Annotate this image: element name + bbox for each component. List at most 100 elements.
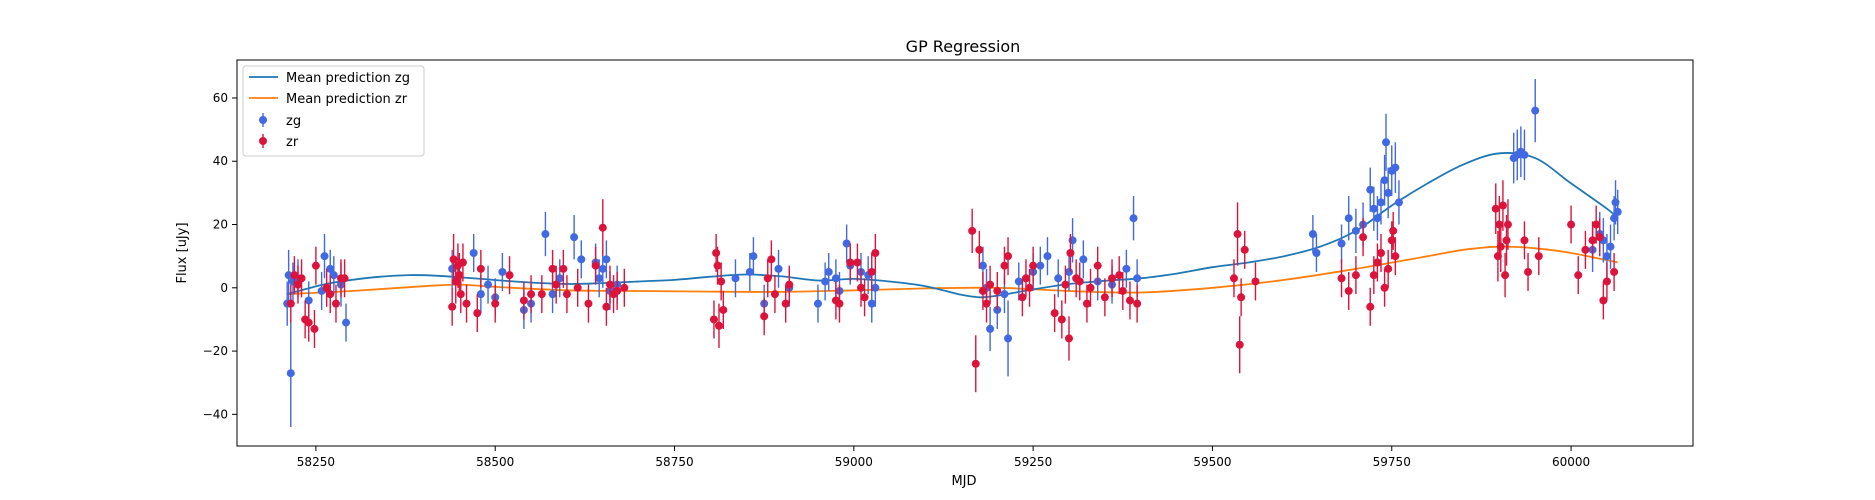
zg-point: [555, 274, 564, 283]
y-tick-label: −20: [203, 344, 228, 358]
zg-point: [595, 274, 604, 283]
zr-point: [605, 280, 614, 289]
zr-point: [1004, 252, 1013, 261]
zr-point: [1602, 277, 1611, 286]
zr-point: [860, 293, 869, 302]
x-tick-label: 58750: [655, 455, 693, 469]
zg-point: [1036, 261, 1045, 270]
zg-point: [1344, 214, 1353, 223]
zr-point: [573, 283, 582, 292]
zr-point: [462, 299, 471, 308]
zr-point: [1387, 236, 1396, 245]
zr-point: [548, 264, 557, 273]
zr-point: [476, 264, 485, 273]
zr-point: [1018, 293, 1027, 302]
zr-point: [584, 299, 593, 308]
zg-point: [484, 280, 493, 289]
zr-point: [304, 318, 313, 327]
zr-point: [986, 280, 995, 289]
zr-point: [871, 249, 880, 257]
zr-point: [760, 312, 769, 321]
zr-point: [1021, 274, 1030, 283]
zr-point: [1237, 293, 1246, 302]
zr-point: [1050, 309, 1059, 318]
zr-point: [763, 274, 772, 283]
zg-point: [842, 239, 851, 248]
zr-point: [846, 258, 855, 267]
y-tick-label: 0: [220, 281, 228, 295]
zr-point: [1029, 261, 1038, 270]
zr-point: [1491, 204, 1500, 213]
zr-point: [1065, 334, 1073, 343]
zg-point: [1000, 290, 1009, 299]
x-tick-label: 59000: [835, 455, 873, 469]
zr-point: [1503, 220, 1512, 229]
zg-point: [541, 230, 550, 239]
zr-point: [562, 290, 571, 299]
x-tick-label: 58250: [297, 455, 335, 469]
zg-point: [824, 267, 833, 276]
zg-point: [602, 255, 611, 264]
zg-point: [329, 271, 338, 280]
zr-point: [491, 299, 500, 308]
zr-point: [1581, 245, 1590, 254]
zr-point: [785, 280, 794, 289]
zr-point: [971, 359, 980, 368]
zr-point: [1233, 230, 1242, 239]
zr-point: [455, 271, 464, 280]
y-tick-label: 20: [213, 218, 228, 232]
zg-point: [342, 318, 351, 327]
zr-point: [458, 258, 467, 267]
zg-point: [813, 299, 822, 308]
zr-point: [456, 290, 465, 299]
zr-point: [1240, 245, 1249, 254]
zr-point: [993, 286, 1002, 295]
zr-point: [1502, 236, 1511, 245]
zr-point: [713, 261, 722, 270]
zr-point: [1389, 226, 1398, 235]
zr-point: [1100, 293, 1109, 302]
zr-point: [1025, 283, 1034, 292]
zr-point: [709, 315, 718, 324]
zr-point: [290, 271, 299, 280]
zg-point: [1079, 255, 1088, 264]
zr-point: [1520, 236, 1529, 245]
zg-point: [1391, 163, 1400, 172]
zg-point: [749, 252, 758, 261]
zg-point: [476, 290, 485, 299]
zr-point: [591, 261, 600, 270]
zr-point: [1384, 264, 1393, 273]
zg-point: [1520, 150, 1529, 159]
zr-point: [1592, 220, 1601, 229]
zr-point: [1108, 274, 1117, 283]
zg-point: [1122, 264, 1131, 273]
zg-point: [1373, 214, 1382, 223]
zg-point: [570, 233, 579, 242]
zr-point: [340, 274, 349, 283]
zr-point: [602, 302, 611, 311]
zr-point: [1599, 296, 1608, 305]
zg-point: [469, 249, 478, 257]
zr-point: [559, 264, 568, 273]
zr-point: [982, 299, 991, 308]
x-tick-label: 60000: [1552, 455, 1590, 469]
zg-point: [320, 252, 329, 261]
zg-point: [577, 255, 586, 264]
zr-point: [1496, 242, 1505, 251]
legend-label-zg: zg: [286, 114, 301, 129]
zg-point: [1129, 214, 1138, 223]
zg-point: [1369, 204, 1378, 213]
y-axis-label: Flux [uJy]: [175, 222, 190, 283]
zg-point: [1312, 249, 1321, 257]
zr-point: [311, 261, 320, 270]
zg-point: [978, 261, 987, 270]
zr-point: [1567, 220, 1576, 229]
zg-point: [1308, 230, 1317, 239]
zr-point: [835, 299, 844, 308]
zr-point: [1373, 258, 1382, 267]
zr-point: [781, 299, 790, 308]
zr-point: [1337, 274, 1346, 283]
legend-label-zg-mean: Mean prediction zg: [286, 71, 410, 86]
zr-point: [1610, 267, 1619, 276]
zg-point: [986, 324, 995, 333]
